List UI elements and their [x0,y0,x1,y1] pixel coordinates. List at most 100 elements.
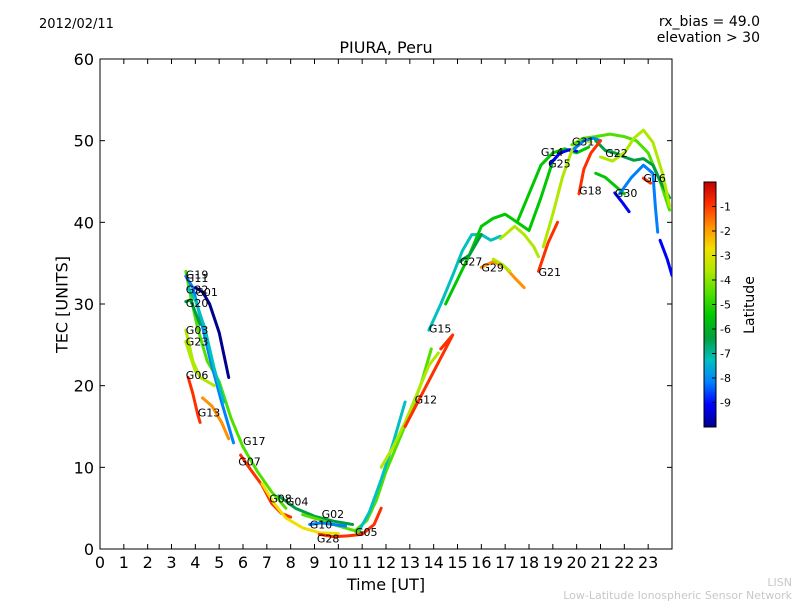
colorbar-tick-label: -3 [720,250,731,263]
satellite-label-g19: G19 [186,269,209,282]
rx-bias-label: rx_bias = 49.0 [658,14,760,30]
satellite-label-g32: G32 [186,283,209,296]
trace-g03 [184,328,216,388]
trace-g23 [184,340,197,373]
x-axis-label: Time [UT] [346,575,426,594]
chart-title: PIURA, Peru [339,38,433,57]
trace-g20 [184,298,202,326]
trace-g21b [537,220,560,273]
trace-g06 [186,376,202,424]
satellite-label-g31: G31 [572,135,595,148]
trace-g28 [317,506,383,539]
trace-g11 [184,274,235,445]
y-tick-label: 60 [74,50,94,69]
x-tick-label: 14 [423,553,443,572]
x-tick-label: 2 [143,553,153,572]
trace-g14 [515,145,591,224]
trace-g04 [277,494,355,526]
satellite-label-g18: G18 [579,184,602,197]
trace-g30 [613,191,631,214]
x-tick-label: 1 [119,553,129,572]
x-tick-label: 9 [309,553,319,572]
y-tick-label: 10 [74,458,94,477]
date-label: 2012/02/11 [39,17,114,32]
trace-g31c [572,136,602,151]
satellite-label-g25: G25 [548,158,571,171]
satellite-label-g12: G12 [415,394,438,407]
satellite-label-g03: G03 [186,324,209,337]
trace-g16 [641,176,653,185]
satellite-label-g16: G16 [643,172,666,185]
x-tick-label: 6 [238,553,248,572]
x-tick-label: 18 [519,553,539,572]
colorbar-tick-label: -8 [720,372,731,385]
y-tick-label: 20 [74,377,94,396]
trace-g27 [458,233,483,263]
satellite-label-g01: G01 [195,286,218,299]
y-tick-label: 0 [84,540,94,559]
colorbar-tick-label: -7 [720,348,731,361]
x-tick-label: 22 [614,553,634,572]
x-tick-label: 5 [214,553,224,572]
footer-network-name: Low-Latitude Ionospheric Sensor Network [563,589,792,602]
colorbar-tick-label: -6 [720,323,731,336]
satellite-label-g20: G20 [186,297,209,310]
satellite-label-g10: G10 [310,519,333,532]
x-tick-label: 23 [638,553,658,572]
satellite-label-g06: G06 [186,369,209,382]
satellite-label-g27: G27 [460,256,483,269]
satellite-label-g02: G02 [322,508,345,521]
x-tick-label: 0 [95,553,105,572]
trace-g18 [577,139,602,196]
satellite-label-g07: G07 [238,456,261,469]
trace-g22 [594,139,672,200]
x-tick-label: 4 [190,553,200,572]
trace-g09 [358,400,407,531]
y-tick-label: 40 [74,213,94,232]
trace-g32 [186,286,226,404]
trace-g29b [491,257,512,273]
x-tick-label: 7 [262,553,272,572]
trace-g30c [618,163,660,234]
colorbar-label: Latitude [742,276,758,334]
trace-g08 [260,482,340,535]
colorbar-tick-label: -9 [720,397,731,410]
x-tick-label: 19 [543,553,563,572]
trace-g16b [658,238,672,277]
colorbar-tick-label: -1 [720,201,731,214]
x-tick-label: 11 [352,553,372,572]
trace-g01 [193,286,231,379]
satellite-label-g28: G28 [317,532,340,545]
trace-g10 [308,521,347,528]
satellite-label-g11: G11 [186,272,209,285]
trace-g15 [427,233,502,332]
satellite-label-g23: G23 [186,336,209,349]
x-tick-label: 3 [166,553,176,572]
satellite-label-g13: G13 [198,407,221,420]
x-tick-label: 16 [471,553,491,572]
trace-g18g [594,171,626,196]
trace-g26 [444,149,564,306]
trace-g24 [403,333,455,428]
trace-g21 [498,224,540,259]
x-tick-label: 17 [495,553,515,572]
x-tick-label: 20 [566,553,586,572]
satellite-label-g15: G15 [429,323,452,336]
satellite-label-g21: G21 [539,266,562,279]
satellite-label-g29: G29 [481,261,504,274]
colorbar-tick-label: -4 [720,274,731,287]
colorbar-tick-label: -5 [720,299,731,312]
elevation-label: elevation > 30 [656,30,760,46]
satellite-label-g17: G17 [243,435,266,448]
satellite-label-g04: G04 [286,496,309,509]
x-tick-label: 21 [590,553,610,572]
x-tick-label: 13 [400,553,420,572]
trace-g22y [599,128,672,208]
trace-g12 [379,351,440,469]
x-tick-label: 12 [376,553,396,572]
satellite-label-g14: G14 [541,146,564,159]
satellite-label-g05: G05 [355,526,378,539]
y-tick-label: 30 [74,295,94,314]
x-tick-label: 10 [328,553,348,572]
